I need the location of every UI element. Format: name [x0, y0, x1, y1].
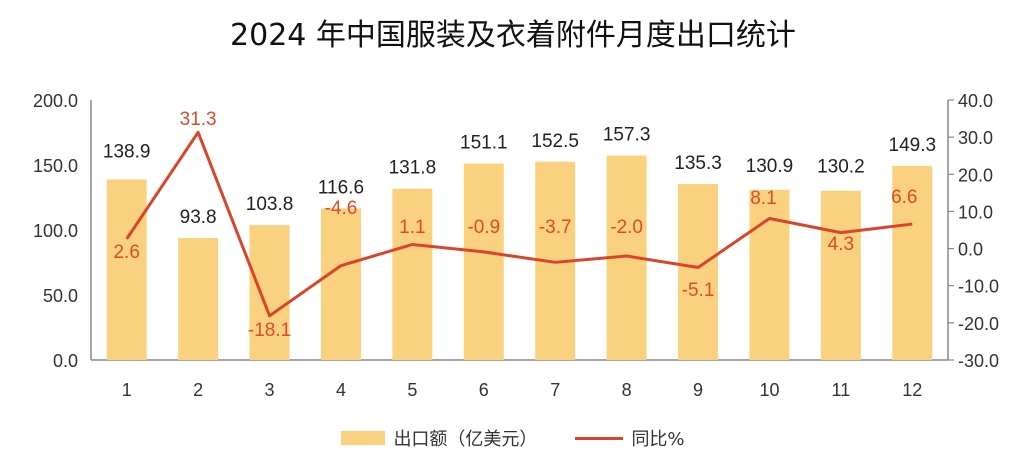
- chart-title: 2024 年中国服装及衣着附件月度出口统计: [230, 18, 796, 53]
- bar-export-2: [178, 238, 219, 360]
- x-axis-tick: 1: [122, 380, 132, 400]
- x-axis-tick: 5: [407, 380, 417, 400]
- bar-export-1: [106, 179, 147, 360]
- legend-label-export: 出口额（亿美元）: [393, 429, 538, 450]
- bar-value-label: 130.2: [817, 157, 865, 178]
- x-axis-tick: 2: [193, 380, 203, 400]
- bar-export-12: [892, 165, 933, 360]
- x-axis-tick: 3: [265, 380, 275, 400]
- bar-value-label: 103.8: [246, 194, 294, 215]
- x-axis-tick: 9: [693, 380, 703, 400]
- yoy-value-label: -0.9: [467, 217, 500, 238]
- bar-export-11: [820, 190, 861, 360]
- chart-legend: 出口额（亿美元） 同比%: [0, 425, 1026, 451]
- bar-value-label: 93.8: [180, 207, 217, 228]
- bar-export-9: [678, 184, 719, 360]
- right-axis-tick: 0.0: [958, 240, 983, 260]
- bar-value-label: 131.8: [389, 158, 437, 179]
- legend-item-yoy: 同比%: [547, 425, 685, 451]
- left-axis-tick: 200.0: [33, 91, 78, 111]
- x-axis-tick: 6: [479, 380, 489, 400]
- right-axis-tick: 10.0: [958, 202, 993, 222]
- x-axis-tick: 4: [336, 380, 346, 400]
- yoy-value-label: 2.6: [113, 242, 139, 263]
- yoy-value-label: 4.3: [828, 234, 854, 255]
- left-axis-tick: 150.0: [33, 156, 78, 176]
- right-axis-tick: -30.0: [958, 351, 999, 371]
- right-axis-tick: -10.0: [958, 277, 999, 297]
- bar-value-label: 116.6: [318, 177, 364, 198]
- bar-value-label: 135.3: [674, 153, 722, 174]
- x-axis-tick: 7: [550, 380, 560, 400]
- left-axis-tick: 50.0: [43, 286, 78, 306]
- right-axis-tick: -20.0: [958, 314, 999, 334]
- x-axis-tick: 11: [832, 380, 851, 400]
- left-axis-tick: 100.0: [33, 221, 78, 241]
- line-swatch-icon: [575, 436, 624, 440]
- legend-item-export: 出口额（亿美元）: [341, 425, 537, 451]
- bar-value-label: 138.9: [103, 141, 151, 162]
- bar-export-4: [320, 208, 361, 360]
- bar-export-6: [463, 163, 504, 360]
- chart-plot: 0.0 50.0 100.0 150.0 200.0 -30.0 -20.0 -10.0 0.0…: [33, 91, 999, 400]
- yoy-value-label: -4.6: [325, 198, 358, 219]
- yoy-value-label: -18.1: [248, 320, 291, 341]
- bar-export-10: [749, 189, 790, 360]
- left-axis-tick: 0.0: [53, 351, 78, 371]
- yoy-value-label: 8.1: [750, 188, 776, 209]
- bar-export-5: [392, 188, 433, 360]
- right-axis-tick: 30.0: [958, 128, 993, 148]
- right-axis-tick: 40.0: [958, 91, 993, 111]
- yoy-line: [125, 130, 913, 318]
- right-axis-tick: 20.0: [958, 165, 993, 185]
- yoy-value-label: 1.1: [399, 217, 425, 238]
- bar-value-label: 151.1: [460, 133, 508, 154]
- yoy-value-label: -3.7: [539, 217, 572, 238]
- bar-value-label: 152.5: [531, 131, 579, 152]
- x-axis-tick: 10: [759, 380, 779, 400]
- bar-value-label: 130.9: [746, 156, 794, 177]
- bar-value-label: 149.3: [889, 135, 937, 156]
- yoy-value-label: 31.3: [180, 109, 217, 130]
- x-axis-tick: 8: [622, 380, 632, 400]
- x-axis-tick: 12: [902, 380, 922, 400]
- yoy-value-label: 6.6: [891, 187, 917, 208]
- yoy-value-label: -2.0: [610, 217, 643, 238]
- bar-swatch-icon: [341, 431, 386, 445]
- yoy-value-label: -5.1: [682, 280, 715, 301]
- bar-value-label: 157.3: [603, 125, 651, 146]
- bar-export-3: [249, 225, 290, 360]
- legend-label-yoy: 同比%: [631, 429, 685, 450]
